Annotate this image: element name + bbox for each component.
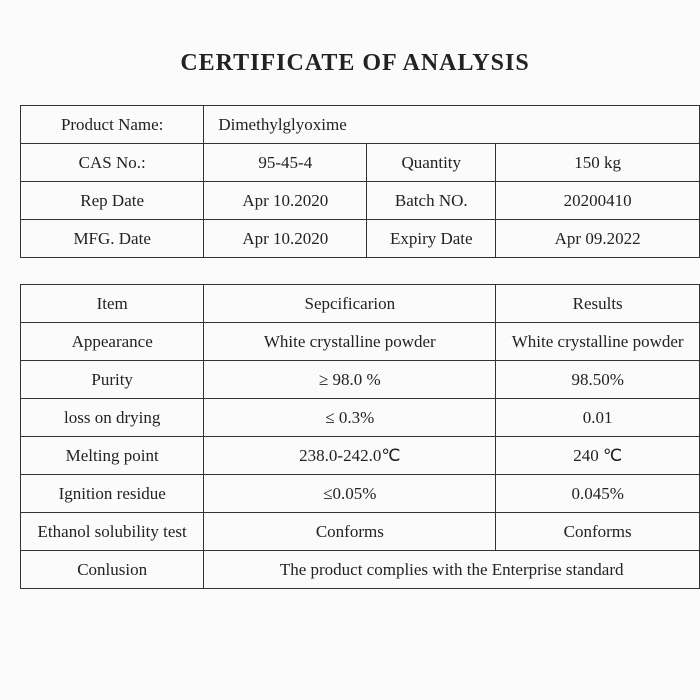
conclusion-value: The product complies with the Enterprise…: [204, 551, 700, 589]
rep-date-value: Apr 10.2020: [204, 182, 367, 220]
spec-result: 240 ℃: [496, 437, 700, 475]
spec-result: Conforms: [496, 513, 700, 551]
spec-table: Item Sepcificarion Results Appearance Wh…: [20, 284, 700, 589]
quantity-label: Quantity: [367, 144, 496, 182]
spec-result: 0.01: [496, 399, 700, 437]
cas-label: CAS No.:: [21, 144, 204, 182]
table-row: Rep Date Apr 10.2020 Batch NO. 20200410: [21, 182, 700, 220]
expiry-label: Expiry Date: [367, 220, 496, 258]
spec-spec: ≤0.05%: [204, 475, 496, 513]
table-row: MFG. Date Apr 10.2020 Expiry Date Apr 09…: [21, 220, 700, 258]
quantity-value: 150 kg: [496, 144, 700, 182]
spec-spec: ≤ 0.3%: [204, 399, 496, 437]
spec-item: Melting point: [21, 437, 204, 475]
table-row: Appearance White crystalline powder Whit…: [21, 323, 700, 361]
document-title: CERTIFICATE OF ANALYSIS: [20, 50, 690, 77]
col-results: Results: [496, 285, 700, 323]
spec-result: White crystalline powder: [496, 323, 700, 361]
table-row: Ignition residue ≤0.05% 0.045%: [21, 475, 700, 513]
table-row: Item Sepcificarion Results: [21, 285, 700, 323]
spec-item: Appearance: [21, 323, 204, 361]
table-row: CAS No.: 95-45-4 Quantity 150 kg: [21, 144, 700, 182]
header-table: Product Name: Dimethylglyoxime CAS No.: …: [20, 105, 700, 258]
col-spec: Sepcificarion: [204, 285, 496, 323]
expiry-value: Apr 09.2022: [496, 220, 700, 258]
table-row: Melting point 238.0-242.0℃ 240 ℃: [21, 437, 700, 475]
conclusion-label: Conlusion: [21, 551, 204, 589]
product-name-value: Dimethylglyoxime: [204, 106, 700, 144]
spec-item: Ethanol solubility test: [21, 513, 204, 551]
mfg-date-value: Apr 10.2020: [204, 220, 367, 258]
spec-item: Purity: [21, 361, 204, 399]
table-row: Product Name: Dimethylglyoxime: [21, 106, 700, 144]
batch-label: Batch NO.: [367, 182, 496, 220]
product-name-label: Product Name:: [21, 106, 204, 144]
spec-result: 0.045%: [496, 475, 700, 513]
table-row: Ethanol solubility test Conforms Conform…: [21, 513, 700, 551]
batch-value: 20200410: [496, 182, 700, 220]
table-row: loss on drying ≤ 0.3% 0.01: [21, 399, 700, 437]
spec-spec: ≥ 98.0 %: [204, 361, 496, 399]
spec-spec: 238.0-242.0℃: [204, 437, 496, 475]
mfg-date-label: MFG. Date: [21, 220, 204, 258]
col-item: Item: [21, 285, 204, 323]
rep-date-label: Rep Date: [21, 182, 204, 220]
spec-item: Ignition residue: [21, 475, 204, 513]
spec-result: 98.50%: [496, 361, 700, 399]
spec-spec: White crystalline powder: [204, 323, 496, 361]
spec-item: loss on drying: [21, 399, 204, 437]
table-row: Conlusion The product complies with the …: [21, 551, 700, 589]
spec-spec: Conforms: [204, 513, 496, 551]
table-row: Purity ≥ 98.0 % 98.50%: [21, 361, 700, 399]
cas-value: 95-45-4: [204, 144, 367, 182]
